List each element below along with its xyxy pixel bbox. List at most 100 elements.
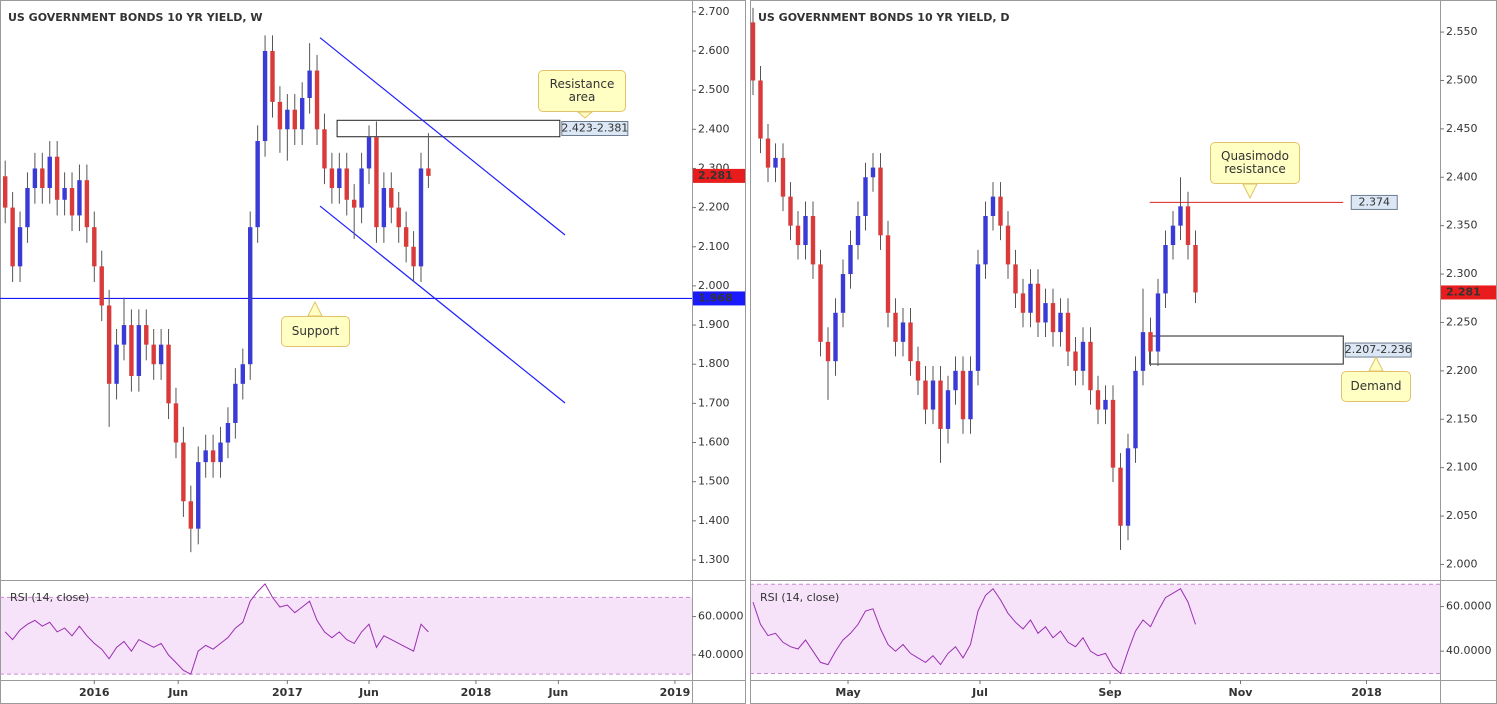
x-tick-label: 2018 bbox=[1351, 686, 1382, 699]
candle-body bbox=[188, 501, 194, 529]
candle-body bbox=[99, 266, 104, 306]
candle-body bbox=[848, 245, 853, 275]
candle-body bbox=[396, 207, 401, 228]
candle-body bbox=[69, 188, 75, 216]
candle-body bbox=[344, 168, 349, 200]
candle-body bbox=[1073, 351, 1078, 371]
candle-body bbox=[968, 370, 973, 420]
candle-body bbox=[915, 361, 921, 381]
candle-body bbox=[908, 322, 913, 362]
x-tick-label: Sep bbox=[1098, 686, 1121, 699]
rsi-title: RSI (14, close) bbox=[10, 591, 89, 604]
candle-body bbox=[144, 325, 149, 345]
candle-body bbox=[151, 344, 156, 365]
candle-body bbox=[262, 50, 268, 142]
candle-body bbox=[10, 207, 15, 267]
callout: Demand bbox=[1341, 371, 1411, 402]
candle-body bbox=[92, 227, 97, 267]
candle-body bbox=[998, 196, 1003, 226]
candle-body bbox=[1148, 332, 1153, 352]
callout: Quasimodo resistance bbox=[1210, 142, 1300, 184]
candle-body bbox=[47, 156, 52, 189]
candle-body bbox=[32, 168, 38, 189]
candle-body bbox=[1065, 312, 1071, 352]
candle-body bbox=[418, 168, 424, 267]
y-tick-label: 1.800 bbox=[698, 357, 730, 370]
y-tick-label: 2.450 bbox=[1446, 122, 1478, 135]
candle-body bbox=[930, 380, 936, 410]
candle-body bbox=[900, 322, 906, 342]
candle-body bbox=[923, 380, 928, 410]
candle-body bbox=[1088, 341, 1093, 391]
y-tick-label: 2.000 bbox=[1446, 557, 1478, 570]
candle-body bbox=[1050, 303, 1056, 333]
rsi-band bbox=[751, 584, 1440, 674]
candle-body bbox=[1178, 206, 1183, 226]
zone bbox=[336, 119, 561, 138]
rsi-line bbox=[752, 587, 1196, 675]
candle-body bbox=[758, 80, 763, 139]
candle-body bbox=[210, 450, 216, 463]
candle-body bbox=[337, 168, 342, 189]
rsi-title: RSI (14, close) bbox=[760, 591, 839, 604]
x-tick-label: Jun bbox=[547, 686, 568, 699]
candle-body bbox=[255, 141, 260, 228]
y-tick-label: 1.500 bbox=[698, 475, 730, 488]
y-tick-label: 1.600 bbox=[698, 436, 730, 449]
x-tick-label: May bbox=[835, 686, 860, 699]
candle-body bbox=[975, 264, 981, 371]
candle-body bbox=[1005, 225, 1011, 265]
y-tick-label: 2.400 bbox=[698, 122, 730, 135]
candle-body bbox=[40, 168, 45, 189]
candle-body bbox=[870, 167, 876, 178]
candle-body bbox=[1043, 303, 1048, 323]
candle-body bbox=[307, 70, 312, 98]
candle-body bbox=[773, 157, 778, 168]
candle-body bbox=[84, 180, 90, 228]
candle-body bbox=[803, 215, 808, 246]
candle-body bbox=[381, 188, 387, 228]
candle-body bbox=[945, 390, 951, 429]
candle-body bbox=[314, 70, 320, 130]
rsi-tick-label: 40.0000 bbox=[1446, 644, 1492, 657]
candle-body bbox=[893, 312, 898, 342]
candle-body bbox=[359, 168, 364, 208]
y-tick-label: 2.200 bbox=[698, 201, 730, 214]
candle-body bbox=[840, 274, 846, 313]
candle-body bbox=[2, 176, 8, 208]
candle-body bbox=[795, 225, 801, 246]
y-tick-label: 2.000 bbox=[698, 279, 730, 292]
candle-body bbox=[270, 50, 275, 102]
x-tick-label: 2017 bbox=[272, 686, 303, 699]
candle-body bbox=[233, 383, 238, 423]
y-tick-label: 2.500 bbox=[698, 83, 730, 96]
candle-body bbox=[1118, 467, 1123, 526]
candle-body bbox=[1140, 332, 1146, 371]
y-tick-label: 2.200 bbox=[1446, 364, 1478, 377]
callout-pointer bbox=[576, 111, 594, 119]
rsi-line bbox=[4, 583, 429, 675]
y-tick-label: 2.600 bbox=[698, 44, 730, 57]
candle-body bbox=[1080, 341, 1086, 371]
y-tick-label: 2.500 bbox=[1446, 73, 1478, 86]
candle-body bbox=[181, 442, 186, 502]
callout-pointer bbox=[1242, 183, 1258, 200]
y-tick-label: 2.100 bbox=[698, 240, 730, 253]
candle-body bbox=[1155, 293, 1161, 352]
candle-body bbox=[825, 341, 831, 362]
y-tick-label: 2.550 bbox=[1446, 25, 1478, 38]
zone-label-box bbox=[1344, 342, 1412, 358]
candle-body bbox=[983, 215, 988, 265]
candle-body bbox=[960, 370, 966, 420]
candle-body bbox=[292, 109, 297, 130]
candle-body bbox=[953, 370, 958, 391]
callout-pointer bbox=[307, 300, 323, 317]
candle-body bbox=[106, 305, 112, 384]
candle-body bbox=[203, 450, 208, 463]
zone-label: 2.207-2.236 bbox=[1345, 343, 1412, 356]
trendline bbox=[319, 37, 566, 236]
candle-body bbox=[788, 196, 793, 226]
candle-body bbox=[1020, 293, 1026, 313]
